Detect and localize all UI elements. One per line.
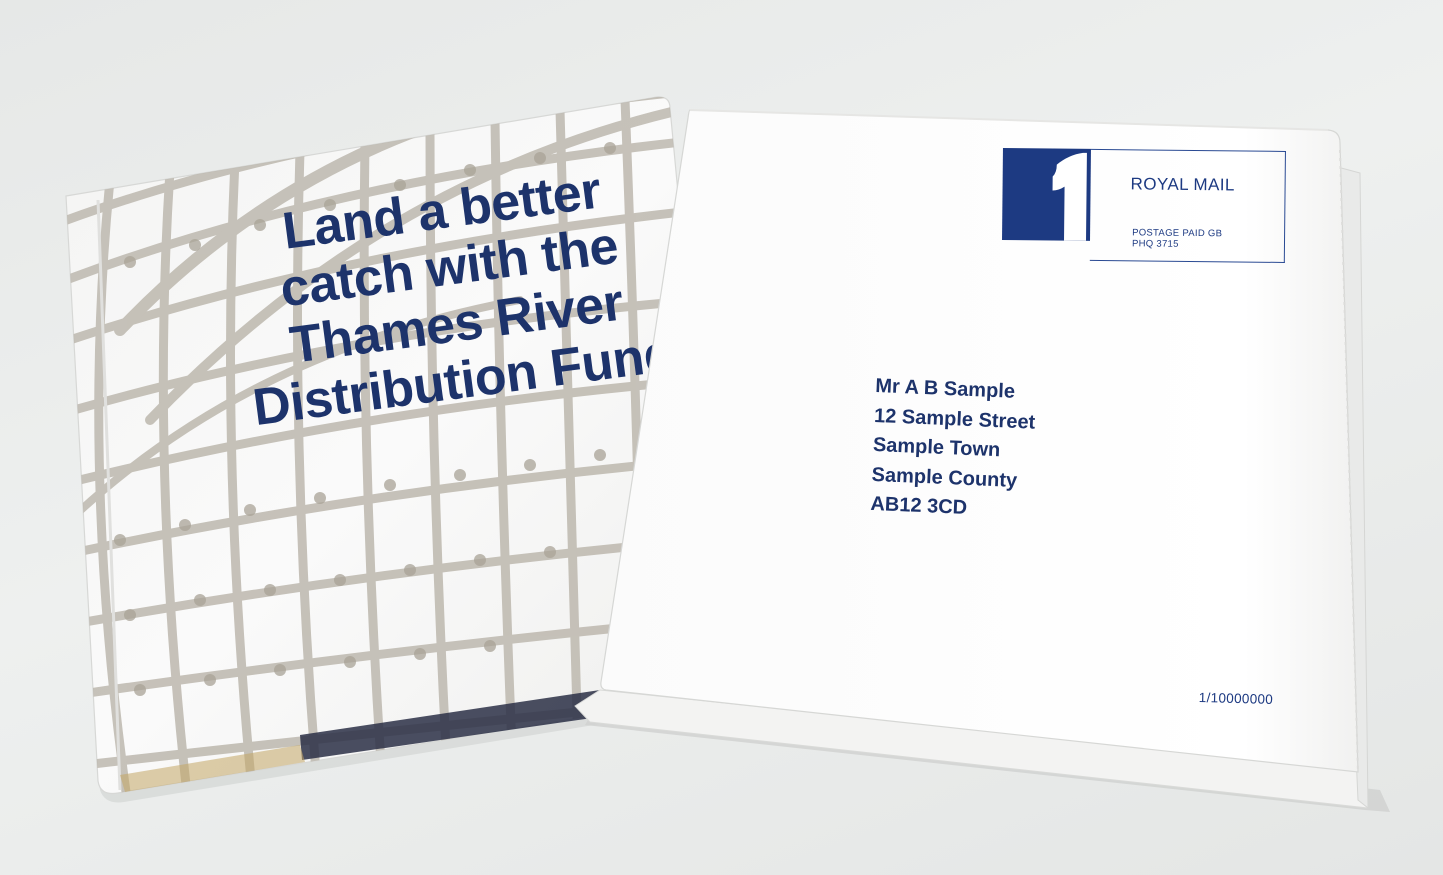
- stamp-title: ROYAL MAIL: [1130, 174, 1235, 195]
- stamp-licence-line: PHQ 3715: [1131, 238, 1179, 250]
- first-class-1-icon: [1052, 152, 1087, 241]
- recipient-address: Mr A B Sample 12 Sample Street Sample To…: [870, 372, 1037, 526]
- royal-mail-postage-mark: ROYAL MAIL POSTAGE PAID GB PHQ 3715: [1002, 146, 1287, 265]
- postage-box: [1089, 148, 1286, 263]
- mailing-serial-number: 1/10000000: [1198, 690, 1274, 707]
